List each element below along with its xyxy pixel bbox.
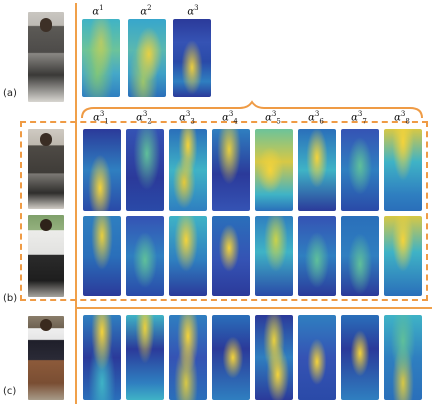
- row-label-a: (a): [3, 88, 17, 99]
- vertical-divider: [75, 3, 77, 404]
- part-map-label-1: α31: [93, 110, 109, 126]
- attention-map-b1-2: [126, 129, 164, 211]
- attention-map-c-5: [255, 315, 293, 400]
- attention-map-b2-2: [126, 216, 164, 296]
- attention-map-a1: [82, 19, 120, 97]
- attention-map-c-6: [298, 315, 336, 400]
- attention-map-b2-3: [169, 216, 207, 296]
- attention-map-c-4: [212, 315, 250, 400]
- person-photo-c: [28, 316, 64, 400]
- horizontal-divider: [76, 307, 432, 309]
- part-map-label-4: α34: [222, 110, 238, 126]
- attention-map-b1-3: [169, 129, 207, 211]
- person-photo-a: [28, 12, 64, 102]
- attention-map-b1-4: [212, 129, 250, 211]
- attention-map-c-1: [83, 315, 121, 400]
- attention-map-b2-4: [212, 216, 250, 296]
- person-photo-b2: [28, 215, 64, 297]
- part-map-label-6: α36: [308, 110, 324, 126]
- top-map-label-1: α1: [92, 4, 104, 18]
- part-map-label-2: α32: [136, 110, 152, 126]
- part-map-label-3: α33: [179, 110, 195, 126]
- attention-map-b1-5: [255, 129, 293, 211]
- brace-connector: [81, 100, 423, 119]
- attention-map-b2-7: [341, 216, 379, 296]
- attention-map-c-7: [341, 315, 379, 400]
- attention-map-b1-6: [298, 129, 336, 211]
- attention-map-b1-1: [83, 129, 121, 211]
- dashed-frame-b: [20, 121, 428, 301]
- attention-map-b2-8: [384, 216, 422, 296]
- attention-map-a2: [128, 19, 166, 97]
- part-map-label-5: α35: [265, 110, 281, 126]
- top-map-label-3: α3: [187, 4, 199, 18]
- row-label-b: (b): [3, 293, 18, 304]
- part-map-label-7: α37: [351, 110, 367, 126]
- attention-map-b2-6: [298, 216, 336, 296]
- attention-map-b1-7: [341, 129, 379, 211]
- row-label-c: (c): [3, 386, 17, 397]
- top-map-label-2: α2: [140, 4, 152, 18]
- attention-map-a3: [173, 19, 211, 97]
- attention-map-c-3: [169, 315, 207, 400]
- part-map-label-8: α38: [394, 110, 410, 126]
- attention-map-b2-1: [83, 216, 121, 296]
- attention-map-c-8: [384, 315, 422, 400]
- attention-map-c-2: [126, 315, 164, 400]
- attention-map-b2-5: [255, 216, 293, 296]
- person-photo-b1: [28, 129, 64, 209]
- attention-map-b1-8: [384, 129, 422, 211]
